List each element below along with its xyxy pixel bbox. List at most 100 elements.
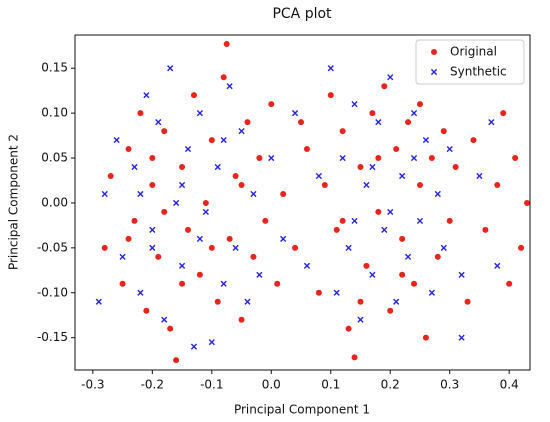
series bbox=[101, 40, 531, 364]
point bbox=[190, 92, 197, 99]
point bbox=[428, 155, 435, 162]
point bbox=[131, 163, 138, 171]
legend-box bbox=[415, 39, 525, 85]
point bbox=[393, 298, 400, 305]
point bbox=[125, 146, 132, 153]
point bbox=[178, 262, 186, 269]
point bbox=[125, 235, 132, 242]
y-tick-label: 0.00 bbox=[41, 195, 68, 209]
point bbox=[333, 226, 340, 233]
point bbox=[238, 316, 245, 323]
point bbox=[143, 307, 150, 314]
point bbox=[262, 217, 269, 224]
point bbox=[446, 145, 453, 153]
point bbox=[357, 164, 364, 171]
point bbox=[422, 334, 429, 341]
point bbox=[274, 280, 281, 287]
point bbox=[208, 244, 215, 251]
point bbox=[220, 136, 227, 144]
point bbox=[149, 244, 156, 251]
point bbox=[226, 235, 233, 242]
point bbox=[179, 164, 186, 171]
point bbox=[161, 128, 168, 135]
point bbox=[446, 217, 453, 224]
point bbox=[381, 226, 388, 233]
point bbox=[149, 155, 156, 162]
point bbox=[292, 244, 299, 251]
point bbox=[387, 208, 394, 216]
point bbox=[327, 65, 334, 72]
point bbox=[161, 316, 168, 323]
point bbox=[375, 119, 382, 126]
point bbox=[185, 226, 192, 233]
point bbox=[464, 298, 471, 305]
point bbox=[291, 110, 299, 117]
point bbox=[119, 280, 126, 287]
point bbox=[232, 173, 239, 180]
point bbox=[202, 199, 209, 206]
point bbox=[333, 289, 340, 296]
point bbox=[190, 343, 198, 350]
point bbox=[256, 271, 263, 278]
point bbox=[184, 145, 192, 153]
point bbox=[315, 172, 322, 180]
point bbox=[512, 155, 519, 162]
legend-label: Synthetic bbox=[450, 65, 507, 79]
point bbox=[339, 154, 346, 162]
point bbox=[488, 119, 495, 126]
point bbox=[458, 334, 465, 341]
x-tick-label: -0.2 bbox=[141, 378, 164, 392]
point bbox=[387, 307, 394, 314]
point bbox=[268, 154, 275, 162]
point bbox=[101, 244, 108, 251]
y-tick-label: 0.05 bbox=[41, 151, 68, 165]
point bbox=[101, 190, 108, 198]
point bbox=[369, 271, 376, 278]
point bbox=[280, 190, 287, 197]
point bbox=[518, 244, 525, 251]
point bbox=[440, 128, 447, 135]
point bbox=[202, 208, 209, 216]
y-tick-label: 0.15 bbox=[41, 61, 68, 75]
legend-marker bbox=[431, 49, 437, 55]
point bbox=[375, 208, 382, 215]
point bbox=[298, 119, 305, 126]
x-tick-label: 0.3 bbox=[440, 378, 459, 392]
point bbox=[137, 190, 144, 198]
point bbox=[244, 298, 251, 305]
point bbox=[107, 173, 114, 180]
point bbox=[256, 155, 263, 162]
point bbox=[321, 181, 328, 188]
point bbox=[155, 253, 162, 260]
point bbox=[399, 271, 406, 278]
point bbox=[250, 253, 257, 260]
point bbox=[119, 253, 126, 260]
point bbox=[208, 339, 215, 346]
point bbox=[369, 110, 376, 117]
point bbox=[506, 280, 513, 287]
point bbox=[226, 83, 233, 90]
x-tick-label: 0.1 bbox=[321, 378, 340, 392]
legend-label: Original bbox=[450, 45, 497, 59]
point bbox=[315, 289, 322, 296]
point bbox=[363, 262, 370, 269]
point bbox=[214, 163, 221, 171]
point bbox=[470, 137, 477, 144]
point bbox=[494, 262, 501, 269]
point bbox=[223, 40, 230, 47]
point bbox=[220, 74, 227, 81]
point bbox=[232, 244, 239, 251]
point bbox=[155, 119, 162, 126]
point bbox=[422, 136, 430, 144]
point bbox=[351, 217, 358, 225]
x-axis-label: Principal Component 1 bbox=[234, 403, 370, 417]
point bbox=[143, 92, 150, 99]
point bbox=[494, 181, 501, 188]
point bbox=[161, 208, 168, 215]
point bbox=[238, 128, 245, 135]
point bbox=[137, 110, 144, 117]
point bbox=[220, 280, 227, 287]
y-tick-label: 0.10 bbox=[41, 106, 68, 120]
